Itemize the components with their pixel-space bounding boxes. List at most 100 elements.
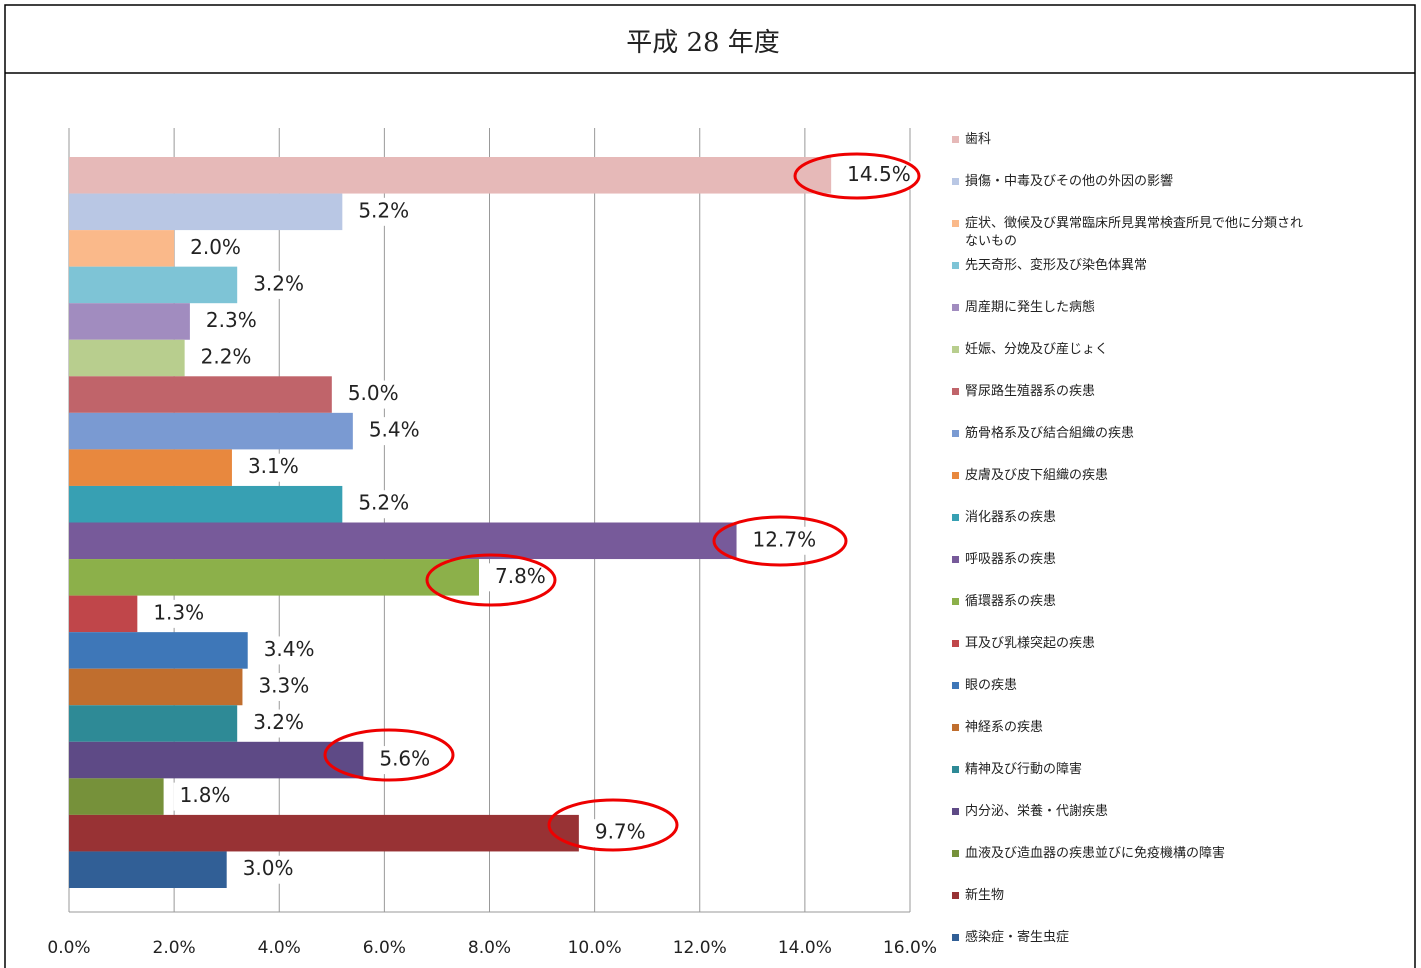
legend-swatch: [952, 514, 959, 521]
legend-swatch: [952, 304, 959, 311]
legend-label: 腎尿路生殖器系の疾患: [965, 384, 1096, 399]
legend-item: 内分泌、栄養・代謝疾患: [952, 803, 1372, 821]
legend-item: 循環器系の疾患: [952, 593, 1372, 611]
legend-swatch: [952, 724, 959, 731]
legend-item: 損傷・中毒及びその他の外因の影響: [952, 173, 1372, 191]
bar: [69, 778, 164, 815]
value-label: 5.4%: [369, 418, 420, 442]
bar: [69, 230, 175, 267]
legend-swatch: [952, 808, 959, 815]
legend-swatch: [952, 136, 959, 143]
highlight-ellipse: [712, 515, 848, 567]
legend-swatch: [952, 766, 959, 773]
x-tick-label: 8.0%: [468, 938, 511, 958]
x-tick-label: 4.0%: [258, 938, 301, 958]
legend-label: 消化器系の疾患: [965, 510, 1057, 525]
bar: [69, 193, 343, 231]
legend-label: 症状、徴候及び異常臨床所見異常検査所見で他に分類されないもの: [965, 216, 1304, 249]
value-label-bg: [352, 197, 416, 226]
value-label-bg: [184, 234, 247, 263]
value-label-bg: [241, 453, 305, 482]
legend-item: 感染症・寄生虫症: [952, 929, 1372, 947]
legend-item: 耳及び乳様突起の疾患: [952, 635, 1372, 653]
value-label-bg: [746, 526, 823, 555]
legend-label: 精神及び行動の障害: [965, 762, 1083, 777]
legend-label: 循環器系の疾患: [965, 594, 1057, 609]
bar: [69, 559, 479, 596]
bar: [69, 266, 238, 304]
legend-swatch: [952, 262, 959, 269]
legend-label: 皮膚及び皮下組織の疾患: [965, 468, 1109, 483]
legend-swatch: [952, 346, 959, 353]
value-label: 3.1%: [248, 454, 299, 478]
legend-swatch: [952, 178, 959, 185]
legend-item: 妊娠、分娩及び産じょく: [952, 341, 1372, 359]
legend-item: 先天奇形、変形及び染色体異常: [952, 257, 1372, 275]
bar: [69, 814, 579, 852]
value-label: 2.2%: [201, 345, 252, 369]
x-tick-label: 0.0%: [47, 938, 90, 958]
value-label-bg: [362, 417, 426, 446]
legend-swatch: [952, 598, 959, 605]
frame: [4, 4, 1416, 968]
legend-swatch: [952, 556, 959, 563]
legend-label: 眼の疾患: [965, 678, 1018, 693]
legend-item: 血液及び造血器の疾患並びに免疫機構の障害: [952, 845, 1372, 863]
legend-label: 耳及び乳様突起の疾患: [965, 636, 1096, 651]
value-label: 3.4%: [264, 637, 315, 661]
legend-label: 内分泌、栄養・代謝疾患: [965, 804, 1109, 819]
value-label-bg: [247, 709, 311, 738]
bar: [69, 595, 138, 633]
value-label-bg: [247, 270, 311, 299]
value-label: 2.3%: [206, 308, 257, 332]
legend-item: 神経系の疾患: [952, 719, 1372, 737]
value-label-bg: [488, 563, 552, 592]
legend-item: 眼の疾患: [952, 677, 1372, 695]
legend-label: 歯科: [965, 132, 992, 147]
legend-item: 筋骨格系及び結合組織の疾患: [952, 425, 1372, 443]
legend-item: 新生物: [952, 887, 1372, 905]
legend-swatch: [952, 220, 959, 227]
x-tick-label: 12.0%: [673, 938, 727, 958]
value-label-bg: [194, 344, 258, 373]
legend-swatch: [952, 850, 959, 857]
x-tick-label: 6.0%: [363, 938, 406, 958]
legend-item: 消化器系の疾患: [952, 509, 1372, 527]
bar: [69, 412, 353, 450]
legend-swatch: [952, 640, 959, 647]
x-tick-label: 16.0%: [883, 938, 937, 958]
bar: [69, 522, 737, 560]
legend-label: 周産期に発生した病態: [965, 300, 1096, 315]
bar: [69, 157, 832, 194]
x-tick-label: 2.0%: [153, 938, 196, 958]
legend-item: 周産期に発生した病態: [952, 299, 1372, 317]
value-label: 1.8%: [180, 783, 231, 807]
chart-title: 平成 28 年度: [626, 28, 780, 58]
value-label-bg: [341, 380, 405, 409]
legend-label: 血液及び造血器の疾患並びに免疫機構の障害: [965, 846, 1226, 861]
legend-label: 呼吸器系の疾患: [965, 552, 1057, 567]
legend-swatch: [952, 934, 959, 941]
value-label: 5.6%: [379, 747, 430, 771]
legend-item: 歯科: [952, 131, 1372, 149]
legend-label: 妊娠、分娩及び産じょく: [965, 342, 1109, 357]
value-label: 5.2%: [358, 198, 409, 222]
legend-swatch: [952, 430, 959, 437]
value-label: 3.0%: [243, 856, 294, 880]
highlight-ellipse: [425, 553, 557, 607]
legend-label: 損傷・中毒及びその他の外因の影響: [965, 174, 1174, 189]
value-label: 9.7%: [595, 820, 646, 844]
value-label: 12.7%: [753, 527, 817, 551]
bar: [69, 668, 243, 706]
value-label: 5.2%: [358, 491, 409, 515]
value-label-bg: [841, 161, 917, 190]
highlight-ellipse: [323, 728, 455, 782]
highlight-ellipse: [547, 798, 679, 852]
bar: [69, 851, 227, 888]
legend-item: 皮膚及び皮下組織の疾患: [952, 467, 1372, 485]
legend-label: 神経系の疾患: [965, 720, 1044, 735]
highlight-ellipse: [793, 152, 921, 200]
legend-swatch: [952, 892, 959, 899]
legend-swatch: [952, 472, 959, 479]
